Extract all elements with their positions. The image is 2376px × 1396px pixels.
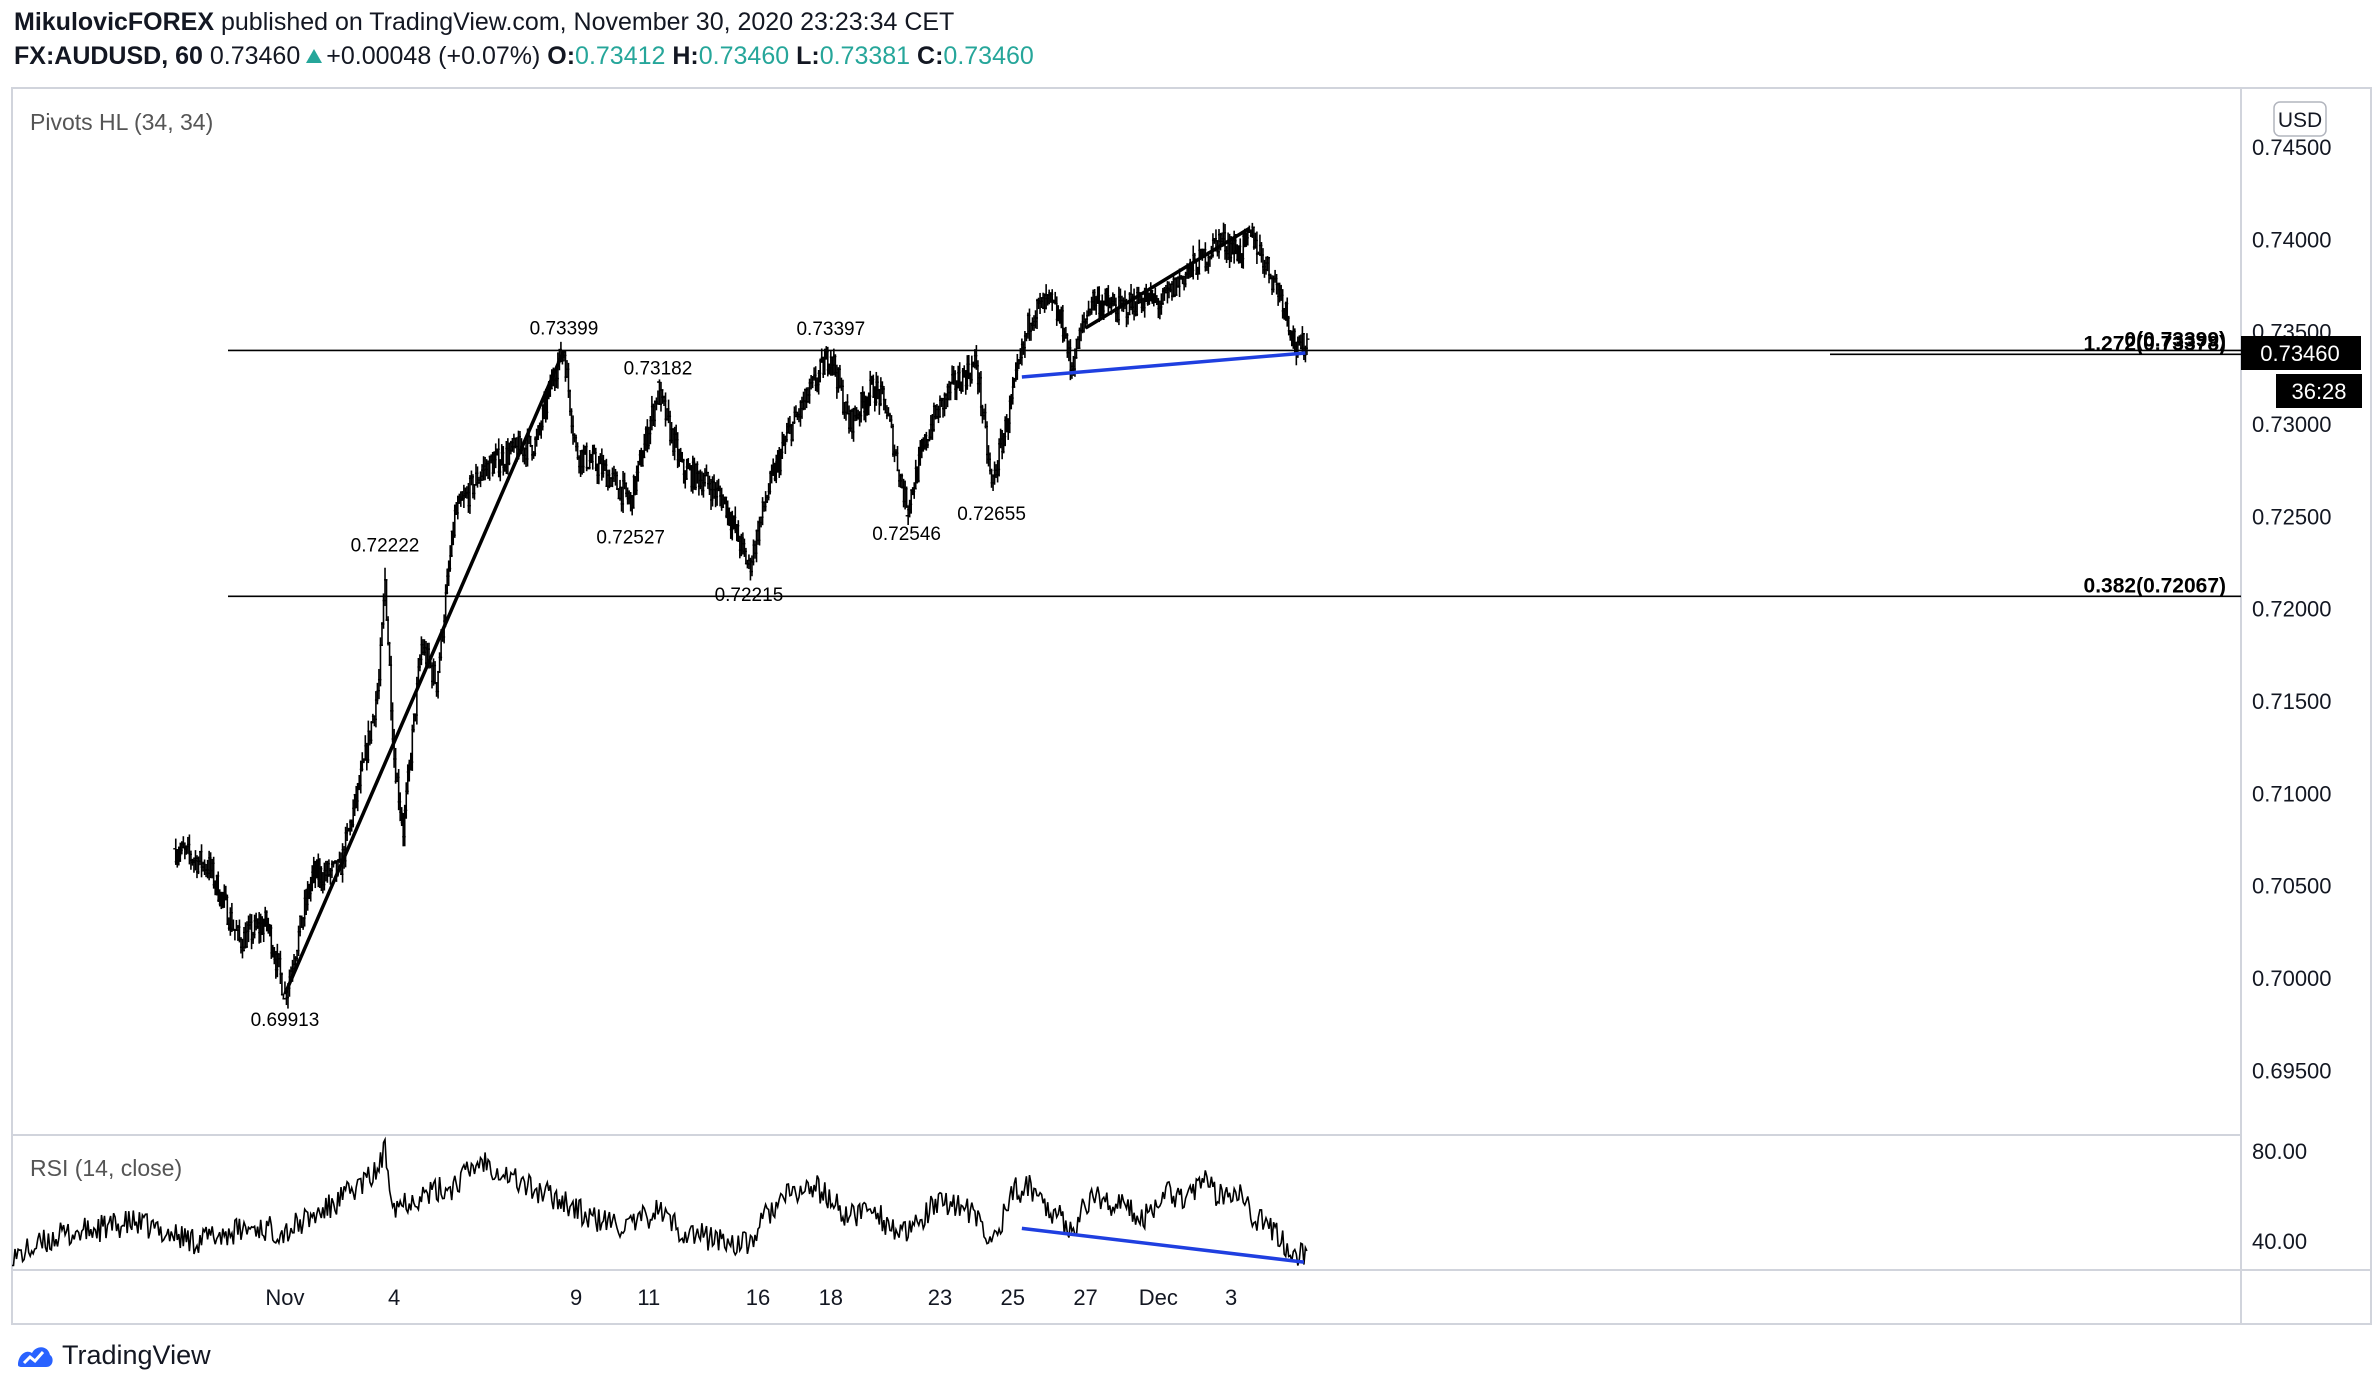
candle-bar xyxy=(969,355,975,384)
price-axis-frame xyxy=(2240,87,2372,1325)
rsi-tick-label: 80.00 xyxy=(2252,1139,2307,1164)
pivot-label: 0.72222 xyxy=(351,536,420,557)
close-label: C: xyxy=(917,42,944,70)
rsi-tick-label: 40.00 xyxy=(2252,1229,2307,1254)
candle-bar xyxy=(1304,333,1310,355)
pivot-label: 0.72655 xyxy=(957,504,1026,525)
pivot-label: 0.72215 xyxy=(715,585,784,606)
high-value: 0.73460 xyxy=(698,42,790,70)
low-label: L: xyxy=(796,42,820,70)
last-price: 0.73460 xyxy=(209,42,301,70)
low-value: 0.73381 xyxy=(819,42,911,70)
price-tick-label: 0.74500 xyxy=(2252,135,2332,160)
price-axis[interactable]: 0.745000.740000.735000.730000.725000.720… xyxy=(2252,135,2332,1254)
open-value: 0.73412 xyxy=(575,42,666,70)
high-label: H: xyxy=(672,42,699,70)
candles-layer xyxy=(173,222,1310,1009)
last-price-tag-text: 0.73460 xyxy=(2260,341,2340,366)
black-trend-line xyxy=(1084,226,1251,330)
time-tick-label: 23 xyxy=(928,1285,952,1310)
pivot-label: 0.72527 xyxy=(596,527,665,548)
candle-bar xyxy=(232,928,238,941)
author-name[interactable]: MikulovicFOREX xyxy=(14,8,215,36)
chart-frame xyxy=(11,87,2242,1325)
open-label: O: xyxy=(547,42,576,70)
tradingview-logo-icon xyxy=(18,1346,53,1367)
price-tick-label: 0.70500 xyxy=(2252,874,2332,899)
tradingview-logo[interactable]: TradingView xyxy=(14,1340,211,1371)
price-tick-label: 0.72500 xyxy=(2252,504,2332,529)
rsi-divergence-line xyxy=(1021,1226,1305,1264)
rsi-indicator-label[interactable]: RSI (14, close) xyxy=(30,1155,182,1181)
fib-level-label: 1.272(0.73378) xyxy=(2084,332,2226,355)
price-tick-label: 0.73000 xyxy=(2252,412,2332,437)
bar-countdown-tag xyxy=(2276,374,2362,408)
pivot-label: 0.73399 xyxy=(530,318,599,339)
price-change: +0.00048 (+0.07%) xyxy=(326,42,541,70)
time-tick-label: 16 xyxy=(746,1285,770,1310)
pivot-label: 0.73182 xyxy=(624,358,693,379)
published-info: published on TradingView.com, November 3… xyxy=(221,8,955,36)
time-tick-label: 9 xyxy=(570,1285,582,1310)
symbol-label: FX:AUDUSD, 60 xyxy=(14,42,203,70)
pivots-indicator-label[interactable]: Pivots HL (34, 34) xyxy=(30,109,213,135)
price-tick-label: 0.74000 xyxy=(2252,227,2332,252)
last-price-tag xyxy=(2241,336,2361,370)
time-tick-label: 11 xyxy=(637,1285,660,1310)
pivot-label: 0.73397 xyxy=(796,319,865,340)
time-tick-label: 25 xyxy=(1001,1285,1025,1310)
price-tick-label: 0.69500 xyxy=(2252,1058,2332,1083)
price-tick-label: 0.71000 xyxy=(2252,781,2332,806)
bar-countdown-text: 36:28 xyxy=(2291,379,2346,404)
time-tick-label: 27 xyxy=(1073,1285,1097,1310)
overlays-layer: 0(0.73399)1.272(0.73378) 0.382(0.72067) 0.… xyxy=(228,226,2241,1031)
fib-level-label: 0(0.73399) xyxy=(2124,328,2226,351)
time-axis[interactable]: Nov 4 9 11 16 18 23 25 27 Dec 3 xyxy=(265,1285,1237,1310)
tradingview-brand: TradingView xyxy=(62,1340,211,1370)
price-tick-label: 0.72000 xyxy=(2252,597,2332,622)
pivot-label: 0.72546 xyxy=(872,524,941,545)
time-tick-label: 18 xyxy=(819,1285,843,1310)
close-value: 0.73460 xyxy=(943,42,1034,70)
fib-level-label: 0.382(0.72067) xyxy=(2084,574,2226,597)
time-tick-label: Dec xyxy=(1139,1285,1178,1310)
currency-button[interactable] xyxy=(2273,101,2327,137)
time-tick-label: 3 xyxy=(1225,1285,1237,1310)
price-tick-label: 0.70000 xyxy=(2252,966,2332,991)
chart-header-publisher: MikulovicFOREX published on TradingView.… xyxy=(14,8,954,37)
time-tick-label: Nov xyxy=(265,1285,304,1310)
up-triangle-icon xyxy=(306,49,323,63)
black-trend-line xyxy=(283,349,566,995)
time-tick-label: 4 xyxy=(388,1285,400,1310)
price-tick-label: 0.71500 xyxy=(2252,689,2332,714)
rsi-line xyxy=(12,1136,1308,1267)
candle-bar xyxy=(385,616,391,646)
rsi-layer xyxy=(12,1136,1308,1267)
chart-header-ohlc: FX:AUDUSD, 60 0.73460 +0.00048 (+0.07%) O… xyxy=(14,42,1034,71)
pivot-label: 0.69913 xyxy=(251,1010,320,1031)
blue-trend-line xyxy=(1021,351,1306,379)
currency-label: USD xyxy=(2278,109,2322,132)
